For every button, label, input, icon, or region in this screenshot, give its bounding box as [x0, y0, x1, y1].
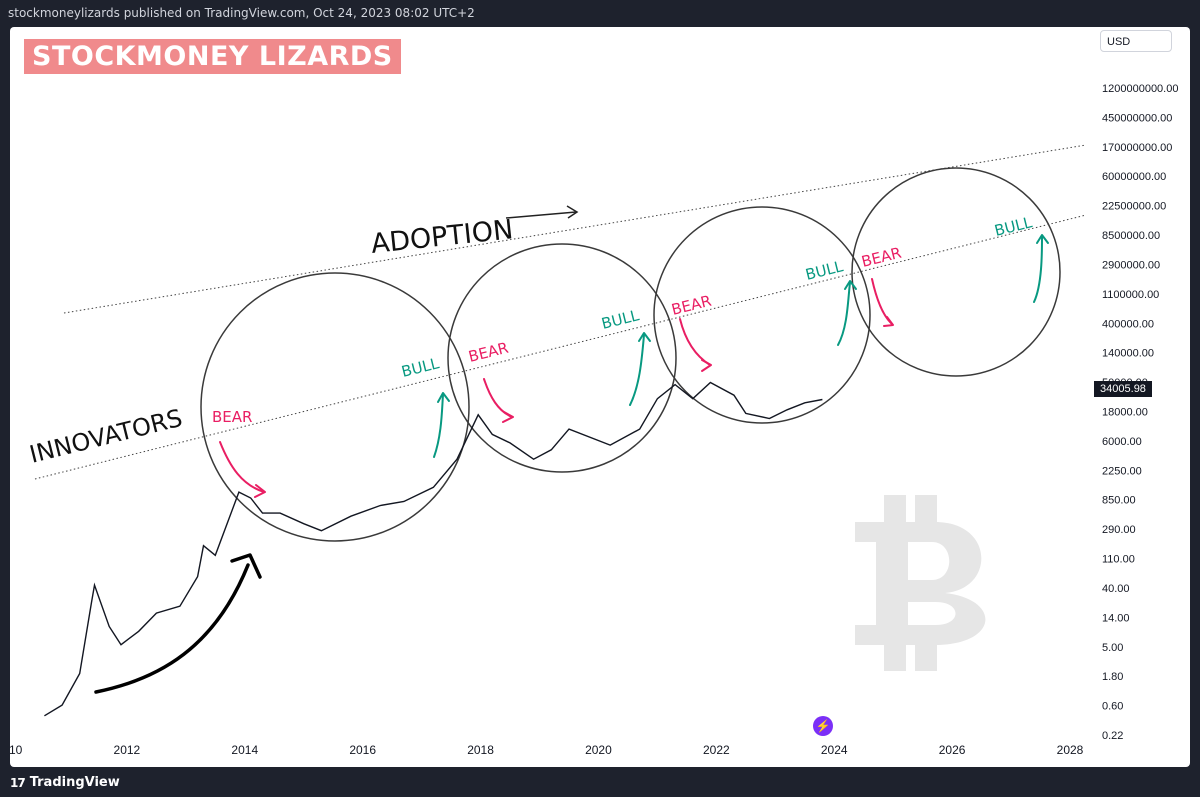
x-tick-label: 2020 — [585, 743, 612, 757]
bull-arrow-icon — [629, 334, 645, 406]
y-tick-label: 170000000.00 — [1102, 142, 1172, 154]
cycle-circle-2022[interactable] — [653, 206, 871, 424]
bitcoin-watermark-icon — [855, 495, 986, 671]
annotation-bear-3: BEAR — [670, 292, 714, 319]
bull-arrow-icon — [837, 282, 851, 346]
y-tick-label: 18000.00 — [1102, 407, 1148, 419]
x-tick-label: 2022 — [703, 743, 730, 757]
y-tick-label: 2250.00 — [1102, 465, 1142, 477]
cycle-circle-2018[interactable] — [447, 243, 677, 473]
publisher-header: stockmoneylizards published on TradingVi… — [0, 0, 1200, 26]
adoption-trendline[interactable] — [63, 144, 1087, 314]
annotation-adoption: ADOPTION — [369, 214, 514, 260]
bear-arrowhead-icon — [701, 359, 712, 372]
footer-bar: 17 TradingView — [0, 767, 1200, 797]
bull-arrow-icon — [433, 394, 444, 458]
x-tick-label: 2014 — [231, 743, 258, 757]
annotation-bull-1: BULL — [400, 354, 442, 381]
y-tick-label: 850.00 — [1102, 495, 1136, 507]
x-tick-label: 2028 — [1057, 743, 1084, 757]
bear-arrow-icon — [219, 441, 265, 493]
y-tick-label: 60000000.00 — [1102, 171, 1166, 183]
y-tick-label: 0.22 — [1102, 730, 1123, 742]
y-tick-label: 400000.00 — [1102, 318, 1154, 330]
bull-arrow-icon — [1033, 236, 1043, 303]
bear-arrowhead-icon — [254, 484, 266, 498]
y-tick-label: 14.00 — [1102, 612, 1130, 624]
y-tick-label: 8500000.00 — [1102, 230, 1160, 242]
bull-arrows — [433, 234, 1049, 458]
x-tick-label: 2018 — [467, 743, 494, 757]
currency-button[interactable]: USD — [1100, 30, 1172, 52]
y-tick-label: 1.80 — [1102, 671, 1123, 683]
bull-arrowhead-icon — [1036, 234, 1049, 244]
uptrend-arrowhead-icon — [230, 553, 262, 579]
y-tick-label: 450000000.00 — [1102, 112, 1172, 124]
cycle-circle-2014[interactable] — [200, 272, 470, 542]
x-tick-label: 2016 — [349, 743, 376, 757]
tradingview-logo[interactable]: 17 TradingView — [10, 775, 120, 790]
bear-arrow-icon — [483, 378, 513, 418]
annotation-bull-3: BULL — [804, 257, 846, 284]
adoption-arrow-icon — [505, 211, 577, 219]
y-tick-label: 6000.00 — [1102, 436, 1142, 448]
x-axis: 2010 2012 2014 2016 2018 2020 2022 2024 2026 2028 — [10, 743, 1084, 757]
bear-arrow-icon — [679, 318, 711, 366]
price-series-line[interactable] — [44, 381, 823, 717]
bear-arrowhead-icon — [883, 316, 894, 327]
adoption-arrowhead-icon — [566, 205, 579, 219]
x-tick-label: 2012 — [114, 743, 141, 757]
bull-arrowhead-icon — [638, 332, 651, 342]
y-tick-label: 2900000.00 — [1102, 259, 1160, 271]
tradingview-logo-text: TradingView — [29, 775, 120, 790]
price-chart[interactable]: ADOPTION INNOVATORS BEAR BULL BEAR BULL … — [10, 27, 1190, 767]
y-axis[interactable]: 1200000000.00 450000000.00 170000000.00 600… — [1102, 83, 1178, 742]
y-tick-label: 290.00 — [1102, 524, 1136, 536]
cycle-circle-2026[interactable] — [851, 167, 1061, 377]
tradingview-mark-icon: 17 — [10, 775, 26, 790]
bull-arrowhead-icon — [437, 392, 450, 403]
lightning-icon[interactable]: ⚡ — [813, 716, 833, 736]
x-tick-label: 2024 — [821, 743, 848, 757]
y-tick-label: 0.60 — [1102, 701, 1123, 713]
y-tick-label: 40.00 — [1102, 583, 1130, 595]
y-tick-label: 1200000000.00 — [1102, 83, 1178, 95]
innovators-trendline[interactable] — [34, 214, 1087, 480]
bear-arrow-icon — [871, 278, 893, 325]
y-tick-label: 1100000.00 — [1102, 289, 1159, 301]
y-tick-label: 22500000.00 — [1102, 201, 1166, 213]
annotation-bull-4: BULL — [993, 213, 1035, 240]
y-tick-label: 140000.00 — [1102, 348, 1154, 360]
x-tick-label: 2010 — [10, 743, 23, 757]
annotation-bull-2: BULL — [600, 306, 642, 333]
brand-label: STOCKMONEY LIZARDS — [24, 39, 401, 74]
annotation-innovators: INNOVATORS — [27, 404, 185, 469]
annotation-bear-2: BEAR — [467, 339, 511, 366]
last-price-label: 34005.98 — [1094, 381, 1152, 397]
bear-arrows — [219, 278, 894, 498]
bear-arrowhead-icon — [502, 411, 514, 423]
annotation-bear-1: BEAR — [212, 408, 252, 426]
x-tick-label: 2026 — [939, 743, 966, 757]
chart-panel[interactable]: ADOPTION INNOVATORS BEAR BULL BEAR BULL … — [10, 27, 1190, 767]
y-tick-label: 5.00 — [1102, 642, 1123, 654]
y-tick-label: 110.00 — [1102, 554, 1135, 566]
uptrend-arrow-icon — [94, 563, 250, 694]
bull-arrowhead-icon — [844, 280, 857, 290]
